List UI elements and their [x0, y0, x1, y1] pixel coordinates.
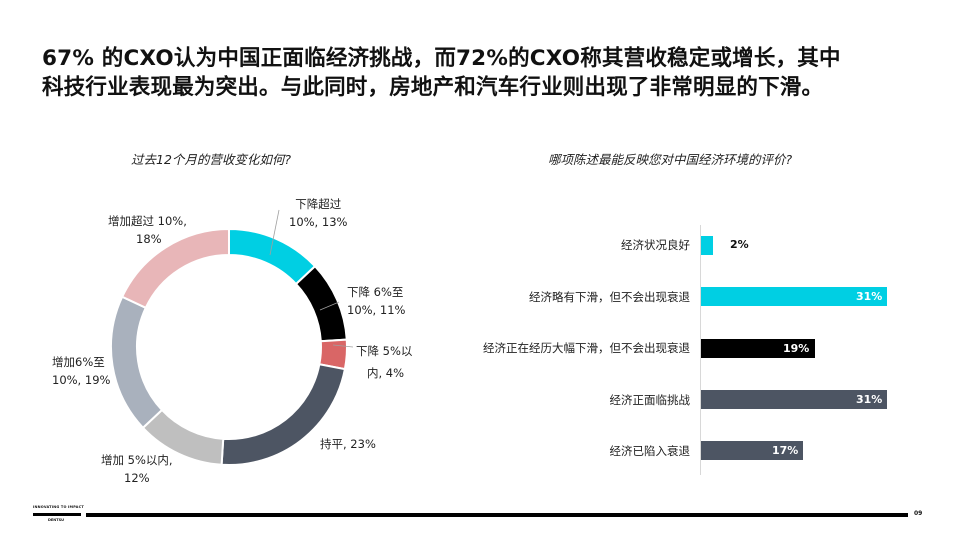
bar-sharp-decline	[701, 339, 815, 358]
bar-label-recession: 经济已陷入衰退	[609, 444, 691, 458]
donut-segment	[228, 227, 317, 286]
bar-chart-title: 哪项陈述最能反映您对中国经济环境的评价?	[548, 152, 793, 167]
footer-brand-tagline: INNOVATING TO IMPACT	[33, 505, 84, 509]
leader-line	[319, 301, 340, 311]
donut-segment	[120, 227, 230, 310]
headline: 67% 的CXO认为中国正面临经济挑战，而72%的CXO称其营收稳定或增长，其中…	[42, 44, 922, 102]
bar-label-slight-decline: 经济略有下滑，但不会出现衰退	[529, 290, 690, 304]
headline-line-2: 科技行业表现最为突出。与此同时，房地产和汽车行业则出现了非常明显的下滑。	[42, 75, 824, 100]
donut-segment	[294, 264, 348, 343]
donut-label-flat: 持平, 23%	[320, 437, 376, 451]
bar-value-facing-challenges: 31%	[856, 393, 883, 406]
leader-line	[332, 344, 354, 348]
bar-good	[701, 236, 713, 255]
donut-label-increase-6-10: 增加6%至 10%, 19%	[52, 355, 111, 387]
bar-value-slight-decline: 31%	[856, 290, 883, 303]
donut-label-increase-under-5: 增加 5%以内, 12%	[101, 453, 173, 485]
footer-divider	[86, 513, 908, 517]
donut-label-decrease-under-5: 下降 5%以 内, 4%	[356, 344, 413, 380]
footer-brand-name: DENTSU	[48, 518, 64, 522]
bar-label-facing-challenges: 经济正面临挑战	[609, 393, 691, 407]
bar-value-good: 2%	[730, 238, 749, 251]
bar-chart-axis	[700, 225, 701, 475]
bar-label-good: 经济状况良好	[621, 238, 690, 252]
bar-recession	[701, 441, 803, 460]
bar-value-sharp-decline: 19%	[783, 342, 810, 355]
bar-facing-challenges	[701, 390, 887, 409]
donut-segment	[110, 295, 164, 430]
bar-slight-decline	[701, 287, 887, 306]
bar-label-sharp-decline: 经济正在经历大幅下滑，但不会出现衰退	[483, 341, 690, 355]
headline-line-1: 67% 的CXO认为中国正面临经济挑战，而72%的CXO称其营收稳定或增长，其中	[42, 46, 841, 71]
page-number: 09	[914, 510, 923, 517]
donut-label-increase-over-10: 增加超过 10%, 18%	[108, 214, 187, 246]
bar-value-recession: 17%	[772, 444, 799, 457]
footer-brand-bar	[33, 513, 81, 516]
leader-line	[269, 209, 280, 256]
donut-chart-title: 过去12个月的营收变化如何?	[131, 152, 292, 167]
donut-label-decrease-6-10: 下降 6%至 10%, 11%	[347, 285, 406, 317]
donut-label-decrease-over-10: 下降超过 10%, 13%	[289, 197, 348, 229]
